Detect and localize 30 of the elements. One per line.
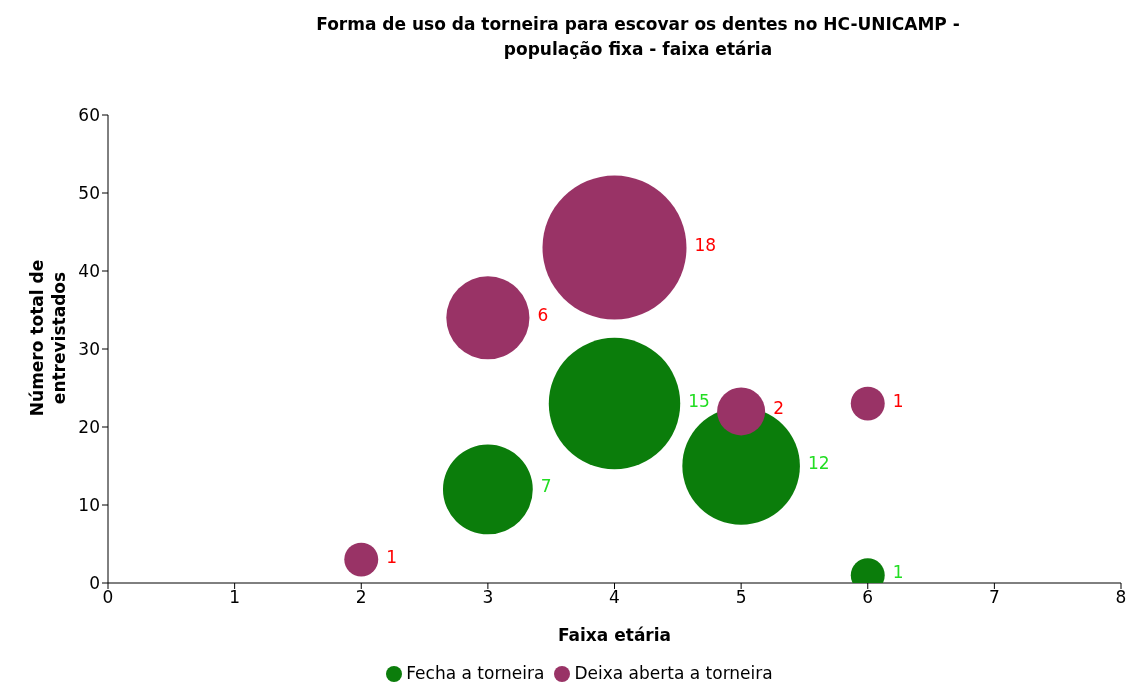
x-tick-label: 7	[988, 587, 1000, 608]
data-label: 1	[892, 562, 904, 583]
legend-label: Fecha a torneira	[406, 663, 545, 683]
data-label: 18	[694, 234, 717, 255]
y-tick-label: 50	[78, 183, 100, 204]
chart-title: Forma de uso da torneira para escovar os dentes no HC-UNICAMP - população fixa - faixa etária	[315, 13, 961, 61]
y-tick-label: 60	[78, 105, 100, 126]
y-axis-title: Número total de entrevistados	[26, 258, 70, 419]
x-tick-label: 6	[862, 587, 874, 608]
legend-label: Deixa aberta a torneira	[574, 663, 773, 683]
data-label: 7	[540, 476, 552, 497]
y-tick-label: 0	[89, 573, 100, 594]
x-axis-title: Faixa etária	[557, 625, 672, 645]
x-tick-label: 2	[355, 587, 367, 608]
x-tick-label: 3	[482, 587, 494, 608]
data-label: 15	[688, 390, 710, 411]
x-tick-label: 5	[735, 587, 747, 608]
y-tick-label: 20	[78, 417, 100, 438]
x-tick-label: 0	[102, 587, 114, 608]
y-tick-label: 30	[78, 339, 100, 360]
x-tick-label: 4	[609, 587, 620, 608]
x-tick-label: 1	[229, 587, 241, 608]
data-label: 12	[807, 453, 830, 473]
data-label: 6	[537, 304, 549, 325]
y-tick-label: 10	[78, 495, 100, 516]
y-tick-label: 40	[78, 261, 100, 282]
data-label: 2	[773, 398, 784, 419]
data-label: 1	[892, 390, 904, 411]
data-label: 1	[386, 546, 398, 567]
x-tick-label: 8	[1115, 587, 1127, 608]
